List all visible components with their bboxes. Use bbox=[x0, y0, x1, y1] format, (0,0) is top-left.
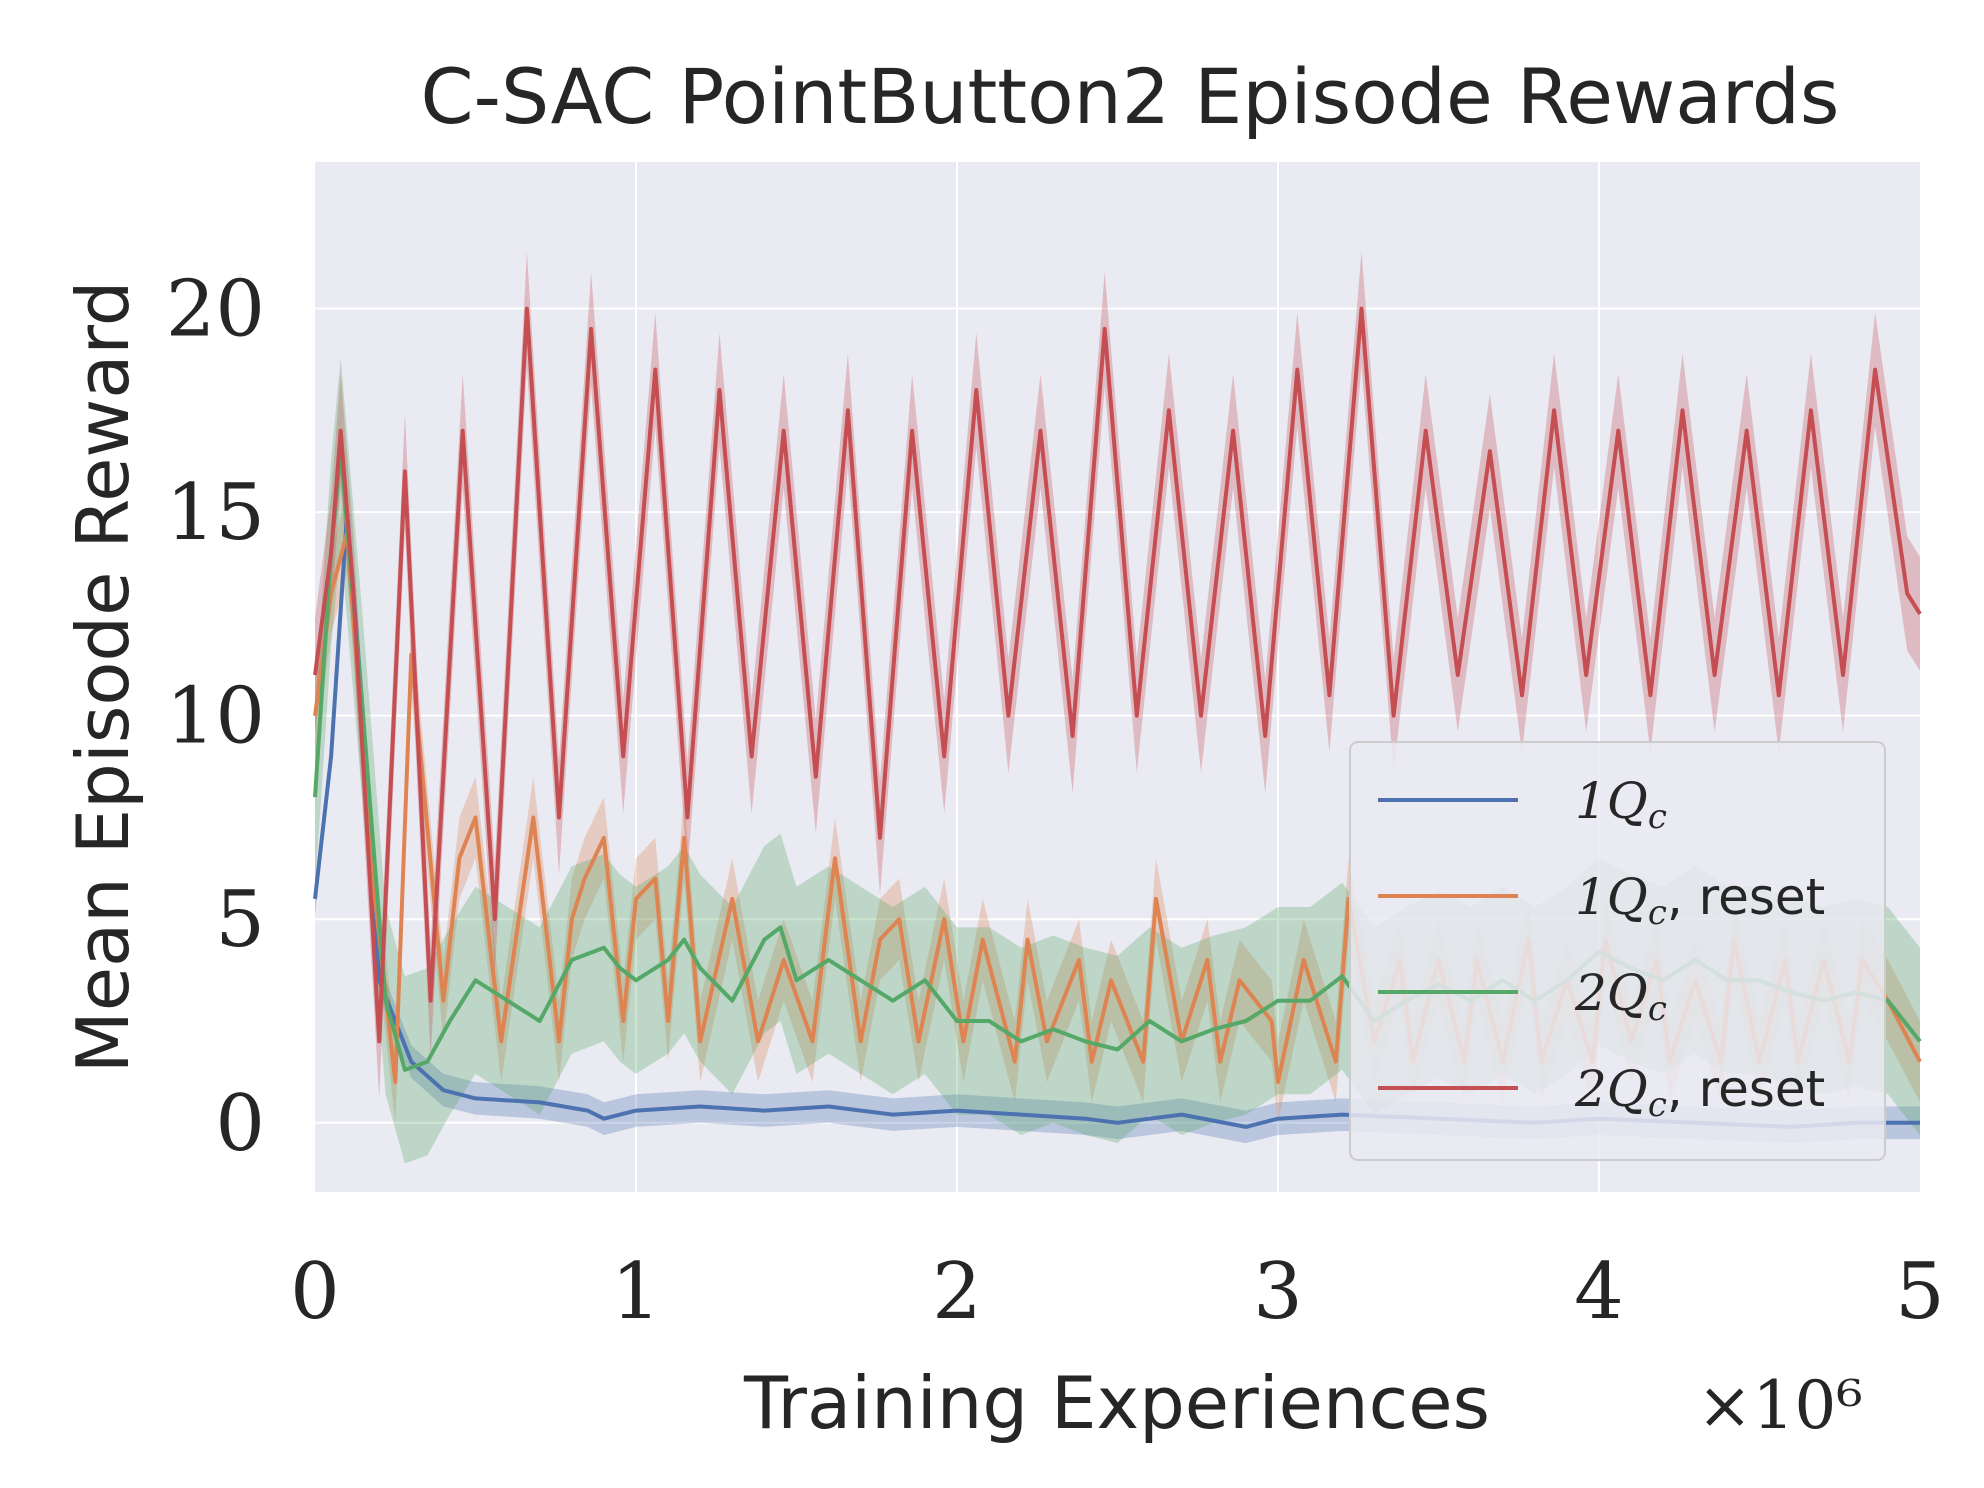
x-axis-multiplier: ×10⁶ bbox=[1697, 1367, 1863, 1444]
chart-title: C-SAC PointButton2 Episode Rewards bbox=[420, 52, 1839, 141]
x-tick-label: 3 bbox=[1253, 1247, 1303, 1337]
legend-label: 1Qc, reset bbox=[1575, 868, 1825, 933]
x-tick-label: 5 bbox=[1895, 1247, 1945, 1337]
x-tick-label: 2 bbox=[932, 1247, 982, 1337]
x-tick-label: 4 bbox=[1574, 1247, 1624, 1337]
y-tick-label: 15 bbox=[166, 468, 265, 558]
y-axis-label: Mean Episode Reward bbox=[61, 281, 145, 1074]
y-tick-label: 10 bbox=[166, 672, 265, 762]
x-tick-label: 0 bbox=[290, 1247, 340, 1337]
legend-items: 1Qc 1Qc, reset 2Qc 2Qc, reset bbox=[1378, 772, 1825, 1125]
series-line-3 bbox=[313, 306, 1922, 1044]
x-axis-label: Training Experiences bbox=[743, 1361, 1490, 1445]
legend-label: 2Qc bbox=[1574, 964, 1667, 1029]
series-band-3 bbox=[315, 251, 1920, 1099]
legend: 1Qc 1Qc, reset 2Qc 2Qc, reset bbox=[1349, 741, 1886, 1161]
y-tick-label: 5 bbox=[215, 875, 265, 965]
x-axis-ticks: 0 1 2 3 4 5 bbox=[290, 1247, 1945, 1337]
x-tick-label: 1 bbox=[611, 1247, 661, 1337]
y-tick-label: 20 bbox=[166, 265, 265, 355]
legend-frame bbox=[1349, 741, 1886, 1161]
legend-label: 1Qc bbox=[1575, 772, 1667, 837]
y-axis-ticks: 0 5 10 15 20 bbox=[166, 265, 265, 1169]
legend-label: 2Qc, reset bbox=[1574, 1060, 1825, 1125]
y-tick-label: 0 bbox=[215, 1079, 265, 1169]
